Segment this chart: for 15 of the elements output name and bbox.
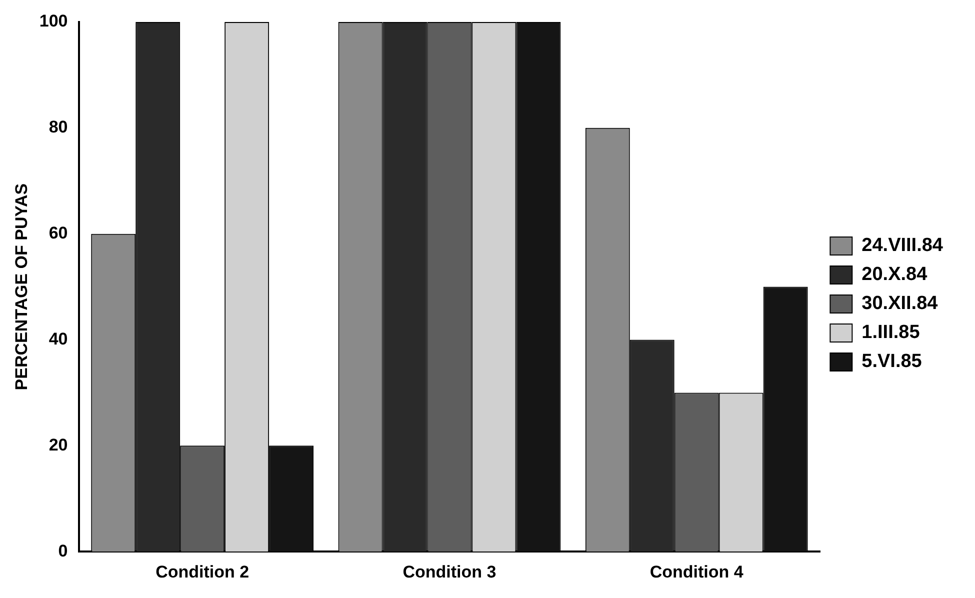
legend-label: 5.VI.85 [862,351,922,372]
legend-label: 1.III.85 [862,322,920,344]
y-tick-label: 80 [48,118,68,137]
legend-label: 30.XII.84 [862,293,938,314]
x-tick-label: Condition 4 [650,562,744,582]
y-tick-label: 60 [48,224,68,243]
y-tick-label: 40 [48,329,68,348]
legend-label: 20.X.84 [862,264,928,286]
legend-label: 24.VIII.84 [862,235,944,256]
x-tick-label: Condition 2 [156,562,250,582]
y-tick-label: 20 [48,435,68,454]
y-axis-title: PERCENTAGE OF PUYAS [12,183,31,390]
y-tick-label: 0 [58,541,68,560]
x-tick-label: Condition 3 [402,562,496,582]
y-tick-label: 100 [39,12,68,31]
